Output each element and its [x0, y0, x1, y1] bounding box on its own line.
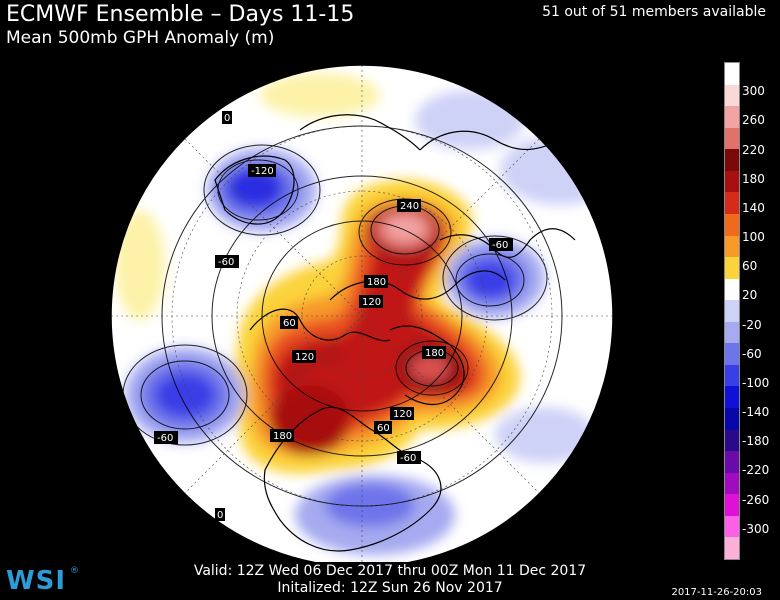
color-scale-swatch — [725, 408, 739, 430]
generated-timestamp: 2017-11-26-20:03 — [671, 587, 762, 598]
color-scale-label: 220 — [742, 142, 765, 157]
color-scale-swatch — [725, 192, 739, 214]
color-scale-label: -20 — [742, 317, 762, 332]
color-scale-label: -140 — [742, 405, 770, 420]
contour-label-text: -60 — [157, 433, 173, 444]
contour-label: 180 — [270, 429, 294, 442]
color-scale-label: 60 — [742, 259, 758, 274]
contour-label-text: 0 — [224, 113, 230, 124]
graticule — [111, 65, 613, 562]
trademark-icon: ® — [70, 566, 79, 576]
color-scale-label: 180 — [742, 171, 765, 186]
color-scale — [724, 62, 740, 560]
color-scale-label: -300 — [742, 521, 770, 536]
contour-label-text: -60 — [492, 240, 508, 251]
color-scale-label: -180 — [742, 434, 770, 449]
contour-label: 0 — [215, 508, 225, 521]
color-scale-swatch — [725, 63, 739, 85]
contour-label-text: 180 — [425, 348, 444, 359]
color-scale-labels: 300 260 220 180 140 100 60 20 -20 -60 -100 -140 -180… — [742, 62, 780, 558]
contour-label: -120 — [248, 164, 276, 177]
chart-title: ECMWF Ensemble – Days 11-15 — [6, 2, 355, 27]
color-scale-swatch — [725, 149, 739, 171]
contour-label-text: 60 — [377, 423, 390, 434]
color-scale-swatch — [725, 127, 739, 150]
color-scale-label: -220 — [742, 463, 770, 478]
contour-label: 120 — [390, 407, 414, 420]
valid-period: Valid: 12Z Wed 06 Dec 2017 thru 00Z Mon … — [193, 563, 587, 579]
color-scale-swatch — [725, 343, 739, 365]
contour-label: 60 — [280, 316, 298, 329]
color-scale-label: -60 — [742, 346, 762, 361]
color-scale-swatch — [725, 300, 739, 322]
color-scale-swatch — [725, 321, 739, 344]
color-scale-label: 20 — [742, 288, 758, 303]
color-scale-swatch — [725, 235, 739, 258]
color-scale-swatch — [725, 515, 739, 538]
color-scale-label: -100 — [742, 375, 770, 390]
members-available: 51 out of 51 members available — [542, 4, 766, 20]
color-scale-swatch — [725, 537, 739, 559]
contour-label: 120 — [359, 295, 383, 308]
contour-label: 180 — [364, 275, 388, 288]
contour-label-text: -60 — [400, 453, 416, 464]
color-scale-label: 260 — [742, 113, 765, 128]
contour-label-text: 120 — [362, 297, 381, 308]
color-scale-swatch — [725, 84, 739, 107]
color-scale-swatch — [725, 451, 739, 473]
color-scale-swatch — [725, 364, 739, 387]
contour-label: -60 — [154, 431, 178, 444]
wsi-logo: WSI — [6, 566, 67, 596]
color-scale-swatch — [725, 213, 739, 236]
color-scale-swatch — [725, 170, 739, 193]
anomaly-field — [115, 73, 613, 555]
coastlines — [214, 114, 576, 552]
contour-label-text: 60 — [283, 318, 296, 329]
contour-label: 60 — [374, 421, 392, 434]
contour-label-text: -60 — [218, 257, 234, 268]
contour-label: 180 — [422, 346, 446, 359]
contour-labels: -120 0 -60 240 180 120 60 -60 120 180 -6… — [154, 111, 513, 521]
contour-label-text: 240 — [400, 201, 419, 212]
color-scale-swatch — [725, 106, 739, 128]
color-scale-label: -260 — [742, 492, 770, 507]
color-scale-swatch — [725, 472, 739, 495]
color-scale-swatch — [725, 278, 739, 301]
color-scale-label: 100 — [742, 230, 765, 245]
contour-label: -60 — [397, 451, 421, 464]
chart-subtitle: Mean 500mb GPH Anomaly (m) — [6, 28, 275, 48]
color-scale-swatch — [725, 429, 739, 452]
contour-label-text: 180 — [367, 277, 386, 288]
contour-label: 240 — [397, 199, 421, 212]
contour-label: -60 — [215, 255, 239, 268]
contour-label-text: 180 — [273, 431, 292, 442]
contour-label-text: 120 — [295, 352, 314, 363]
color-scale-swatch — [725, 494, 739, 516]
contour-label: 0 — [222, 111, 232, 124]
hemisphere-map: -120 0 -60 240 180 120 60 -60 120 180 -6… — [110, 64, 614, 562]
contour-label: 120 — [292, 350, 316, 363]
initialized-time: Initalized: 12Z Sun 26 Nov 2017 — [277, 580, 503, 596]
color-scale-label: 140 — [742, 200, 765, 215]
color-scale-label: 300 — [742, 84, 765, 99]
contour-label-text: 120 — [393, 409, 412, 420]
contour-label-text: 0 — [217, 510, 223, 521]
color-scale-swatch — [725, 257, 739, 279]
contour-label-text: -120 — [251, 166, 274, 177]
color-scale-swatch — [725, 386, 739, 408]
contour-label: -60 — [489, 238, 513, 251]
